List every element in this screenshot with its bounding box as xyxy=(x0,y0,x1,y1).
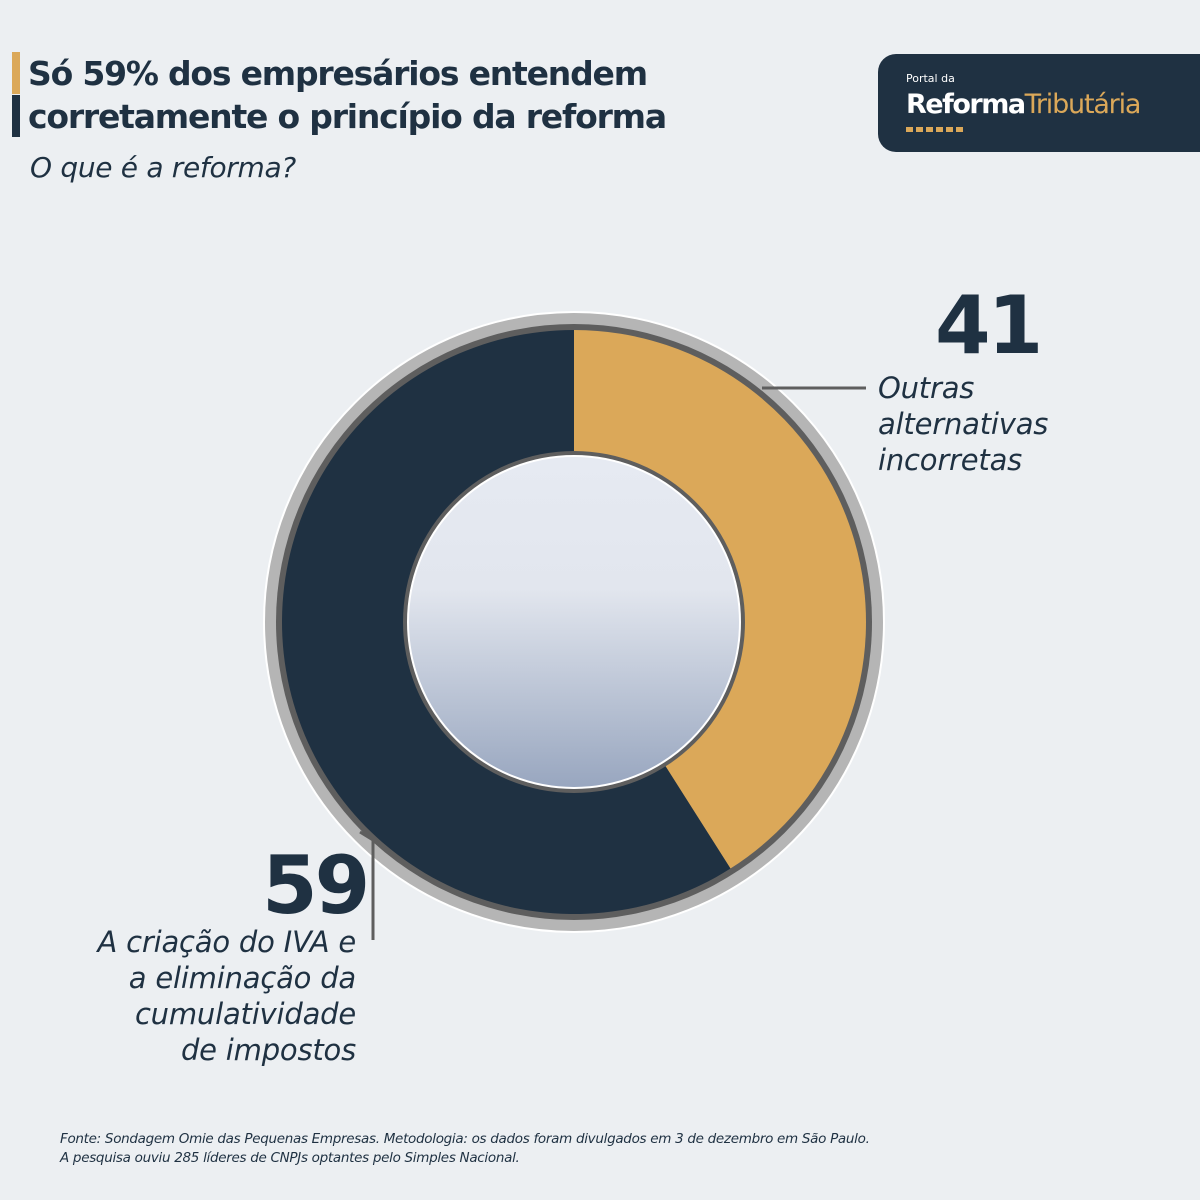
chart-subtitle: O que é a reforma? xyxy=(30,151,296,184)
slice-label-59-line-3: cumulatividade xyxy=(134,997,356,1031)
value-label-41: 41 xyxy=(935,279,1043,372)
title-accent-navy xyxy=(12,95,20,137)
slice-label-41-line-3: incorretas xyxy=(878,443,1023,477)
inner-circle xyxy=(407,455,741,789)
slice-label-59-line-2: a eliminação da xyxy=(128,961,356,995)
value-label-59: 59 xyxy=(262,839,370,932)
title-line-1: Só 59% dos empresários entendem xyxy=(28,54,648,93)
slice-label-41: Outras alternativas incorretas xyxy=(878,370,1118,478)
title-line-2: corretamente o princípio da reforma xyxy=(28,97,667,136)
slice-label-59-line-4: de impostos xyxy=(180,1033,356,1067)
footnote-line-2: A pesquisa ouviu 285 líderes de CNPJs op… xyxy=(60,1150,520,1166)
logo-word-tributaria: Tributária xyxy=(1024,89,1142,120)
logo-dots xyxy=(906,127,963,132)
logo-main-text: ReformaTributária xyxy=(906,88,1142,122)
slice-label-59-line-1: A criação do IVA e xyxy=(97,925,356,959)
title-accent-gold xyxy=(12,52,20,94)
slice-label-41-line-1: Outras xyxy=(878,371,975,405)
portal-logo: Portal da ReformaTributária xyxy=(878,54,1200,152)
page-title: Só 59% dos empresários entendem corretam… xyxy=(28,52,667,138)
logo-word-reforma: Reforma xyxy=(906,89,1026,120)
source-footnote: Fonte: Sondagem Omie das Pequenas Empres… xyxy=(60,1130,870,1168)
leader-line-59 xyxy=(359,830,375,940)
slice-label-41-line-2: alternativas xyxy=(878,407,1049,441)
slice-label-59: A criação do IVA e a eliminação da cumul… xyxy=(20,924,356,1068)
logo-small-text: Portal da xyxy=(906,72,955,85)
footnote-line-1: Fonte: Sondagem Omie das Pequenas Empres… xyxy=(60,1131,870,1147)
